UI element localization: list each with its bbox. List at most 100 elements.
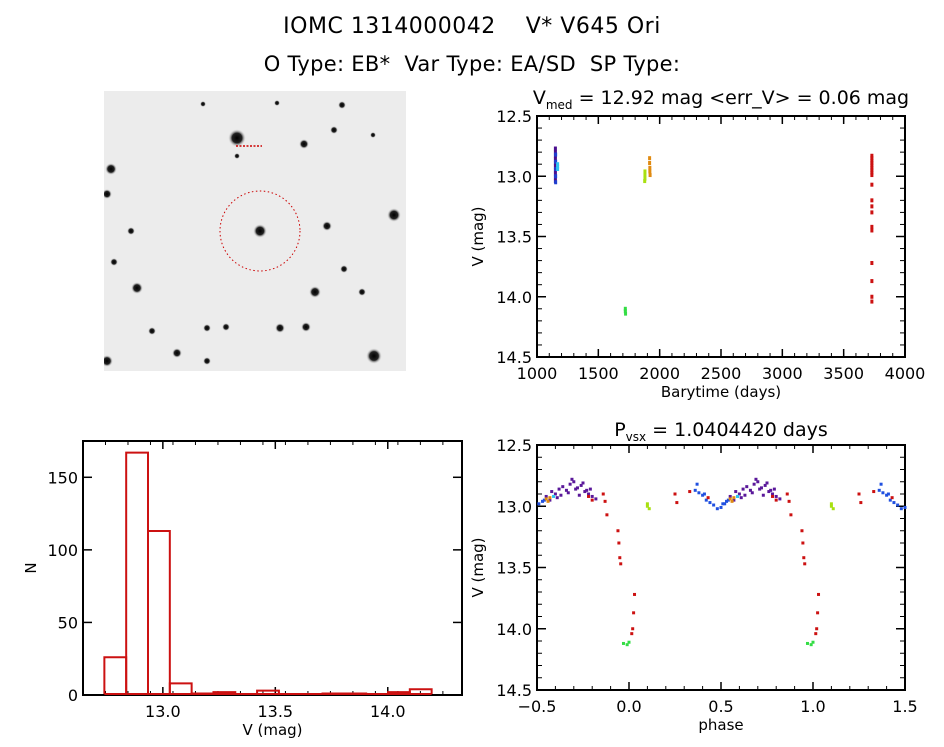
data-point	[575, 486, 579, 490]
data-point	[730, 499, 734, 503]
star	[172, 348, 182, 358]
data-point	[605, 513, 609, 517]
data-point	[870, 160, 874, 165]
data-point	[623, 309, 627, 314]
data-point	[870, 156, 874, 161]
data-point	[553, 171, 557, 176]
data-point	[616, 529, 620, 533]
phase-series-season-5	[587, 490, 894, 636]
data-point	[555, 496, 559, 500]
data-point	[870, 165, 874, 170]
y-tick-label: 13.5	[496, 228, 532, 247]
data-point	[870, 198, 874, 203]
data-point	[829, 504, 833, 508]
phase_curve-axes: −0.5 0.0 0.5 1.0 1.5 12.5 13.0 13.5 14.0 14.5 phas…	[469, 436, 918, 734]
data-point	[557, 487, 561, 491]
data-point	[643, 169, 647, 174]
data-point	[814, 632, 818, 636]
data-point	[648, 169, 652, 174]
data-point	[741, 487, 745, 491]
data-point	[574, 487, 578, 491]
data-point	[737, 492, 741, 496]
star	[340, 265, 348, 273]
data-point	[765, 481, 769, 485]
star	[338, 101, 346, 109]
data-point	[675, 501, 679, 505]
data-point	[870, 294, 874, 299]
series-season-1c	[556, 162, 560, 172]
data-point	[541, 499, 545, 503]
star	[203, 324, 211, 332]
data-point	[617, 541, 621, 545]
data-point	[554, 167, 558, 172]
data-point	[548, 498, 552, 502]
data-point	[732, 496, 736, 500]
star	[200, 101, 206, 107]
data-point	[712, 503, 716, 507]
histogram-frame	[82, 440, 463, 696]
target-circle	[219, 190, 301, 272]
data-point	[789, 513, 793, 517]
data-point	[643, 179, 647, 184]
y-tick-label: 13.0	[496, 497, 532, 516]
series-season-5	[870, 153, 874, 304]
data-point	[801, 541, 805, 545]
data-point	[728, 494, 732, 498]
star	[131, 282, 143, 294]
data-point	[706, 496, 710, 500]
data-point	[870, 163, 874, 168]
histogram-bar	[256, 689, 280, 694]
title-subscript: med	[546, 98, 573, 112]
data-point	[870, 153, 874, 158]
data-point	[647, 507, 651, 511]
data-point	[559, 493, 563, 497]
y-tick-label: 12.5	[496, 436, 532, 455]
data-point	[721, 502, 725, 506]
data-point	[892, 501, 896, 505]
phase-series-season-1c	[552, 494, 740, 498]
data-point	[673, 492, 677, 496]
star	[148, 327, 156, 335]
data-point	[890, 496, 894, 500]
series-season-4	[648, 156, 652, 178]
star	[222, 323, 230, 331]
x-tick-label: 0.5	[708, 697, 733, 716]
data-point	[870, 299, 874, 304]
x-tick-label: 2500	[701, 364, 742, 383]
data-point	[648, 173, 652, 178]
data-point	[879, 482, 883, 486]
data-point	[624, 311, 628, 316]
star	[366, 348, 382, 364]
data-point	[588, 487, 592, 491]
data-point	[544, 497, 548, 501]
data-point	[815, 627, 819, 631]
data-point	[771, 494, 775, 498]
data-point	[553, 157, 557, 162]
data-point	[643, 176, 647, 181]
y-tick-label: 100	[47, 541, 78, 560]
phase-series-season-1b	[537, 482, 907, 511]
data-point	[774, 494, 778, 498]
star	[370, 132, 376, 138]
histogram-bars	[103, 451, 433, 695]
data-point	[594, 497, 598, 501]
data-point	[752, 482, 756, 486]
data-point	[648, 165, 652, 170]
light_curve-ylabel: V (mag)	[469, 206, 487, 266]
data-point	[537, 502, 541, 506]
data-point	[546, 499, 550, 503]
data-point	[805, 641, 809, 645]
data-point	[870, 210, 874, 215]
data-point	[704, 498, 708, 502]
data-point	[881, 491, 885, 495]
title-rest: = 12.92 mag <err_V> = 0.06 mag	[573, 87, 910, 109]
data-point	[695, 482, 699, 486]
data-point	[688, 490, 692, 494]
data-point	[645, 504, 649, 508]
x-tick-label: 1.0	[800, 697, 825, 716]
data-point	[719, 505, 723, 509]
data-point	[870, 261, 874, 266]
phase-series-season-1	[544, 477, 782, 502]
data-point	[803, 562, 807, 566]
